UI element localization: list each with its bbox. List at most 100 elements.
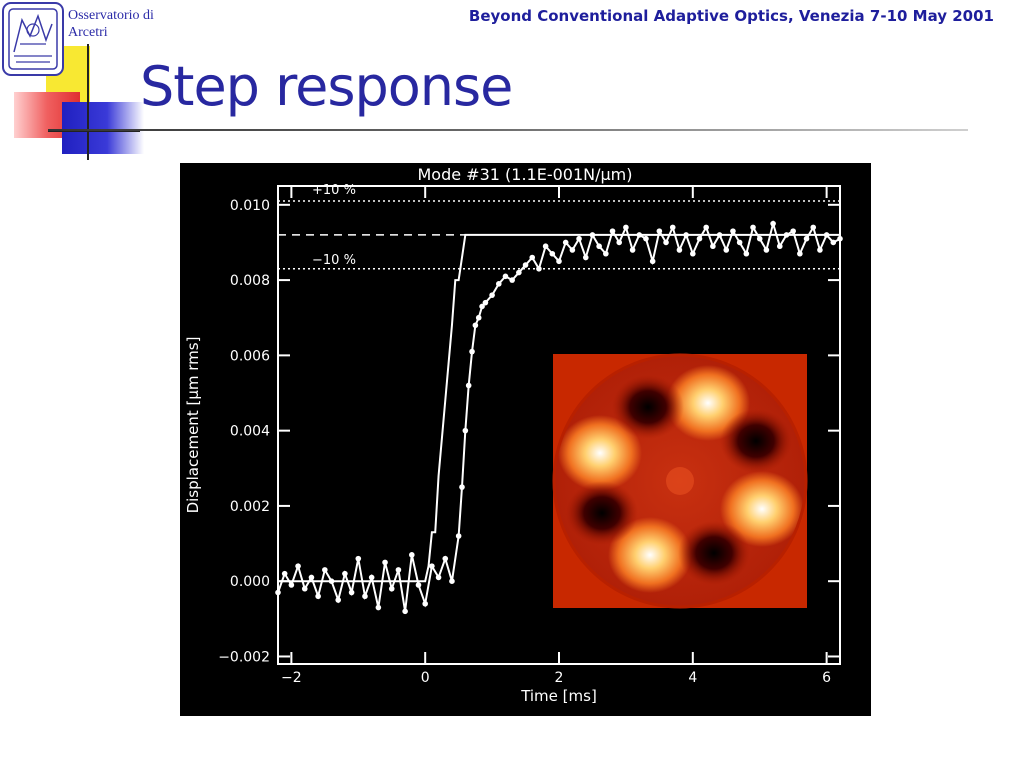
measured-point — [569, 247, 576, 253]
x-tick-label: 6 — [822, 670, 831, 686]
measured-point — [723, 247, 730, 253]
measured-point — [623, 224, 629, 231]
measured-point — [355, 555, 362, 562]
measured-point — [730, 228, 736, 234]
measured-point — [308, 574, 315, 581]
measured-point — [696, 235, 703, 242]
measured-point — [790, 228, 796, 234]
center-spot — [666, 467, 694, 495]
measured-point — [609, 228, 616, 234]
measured-point — [797, 250, 803, 257]
chart-title: Mode #31 (1.1E-001N/μm) — [417, 165, 632, 184]
measured-point — [409, 552, 415, 558]
measured-point — [322, 567, 328, 573]
measured-point — [368, 574, 375, 581]
measured-point — [750, 224, 756, 231]
measured-point — [465, 382, 472, 389]
measured-point — [459, 484, 465, 490]
measured-point — [783, 232, 790, 238]
measured-point — [301, 585, 308, 592]
measured-point — [442, 555, 449, 562]
measured-point — [382, 559, 388, 566]
measured-point — [536, 266, 542, 272]
x-tick-label: −2 — [281, 670, 302, 686]
measured-point — [502, 273, 509, 280]
measured-point — [462, 427, 469, 434]
bright-lobe — [558, 415, 642, 491]
measured-point — [616, 239, 623, 246]
measured-point — [529, 254, 536, 261]
measured-point — [469, 348, 475, 355]
measured-point — [542, 243, 549, 250]
measured-point — [629, 247, 636, 253]
measured-point — [676, 247, 683, 253]
measured-point — [495, 281, 502, 287]
measured-point — [716, 232, 723, 238]
organization-name-line1: Osservatorio di — [68, 8, 154, 23]
measured-point — [710, 243, 716, 250]
y-tick-label: 0.000 — [230, 574, 270, 590]
measured-point — [549, 250, 556, 257]
measured-point — [603, 250, 609, 257]
measured-point — [422, 600, 428, 607]
measured-point — [803, 235, 810, 242]
measured-point — [763, 247, 770, 253]
measured-point — [435, 574, 442, 581]
measured-point — [516, 269, 522, 276]
dark-lobe — [720, 409, 792, 473]
measured-point — [636, 232, 643, 238]
measured-point — [589, 232, 596, 238]
measured-point — [455, 533, 462, 539]
measured-point — [388, 585, 395, 592]
dark-lobe — [612, 375, 684, 439]
measured-point — [663, 239, 669, 246]
x-axis-label: Time [ms] — [520, 687, 597, 705]
measured-point — [402, 608, 408, 615]
slide-title: Step response — [140, 55, 513, 118]
decorative-blocks — [14, 44, 144, 160]
band-label-minus: −10 % — [312, 253, 356, 268]
measured-point — [669, 224, 676, 231]
measured-point — [482, 299, 489, 306]
measured-point — [288, 582, 295, 588]
observatory-logo — [2, 2, 64, 76]
chart-svg: Mode #31 (1.1E-001N/μm) −0.002 0.000 0.002… — [184, 165, 843, 705]
organization-name: Osservatorio di Arcetri — [68, 7, 198, 41]
measured-point — [479, 303, 485, 310]
measured-point — [743, 250, 750, 257]
measured-point — [342, 570, 348, 577]
measured-point — [817, 247, 823, 253]
y-tick-label: 0.004 — [230, 424, 270, 440]
band-label-plus: +10 % — [312, 183, 356, 198]
measured-point — [736, 239, 743, 246]
measured-point — [649, 258, 656, 265]
command-step-line — [278, 233, 840, 583]
measured-point — [348, 589, 355, 596]
measured-point — [556, 258, 562, 265]
measured-point — [823, 232, 830, 238]
measured-point — [509, 277, 515, 283]
measured-point — [328, 578, 335, 584]
measured-point — [830, 239, 837, 246]
dark-lobe — [566, 481, 638, 545]
y-tick-label: −0.002 — [218, 649, 270, 665]
step-response-plot: Mode #31 (1.1E-001N/μm) −0.002 0.000 0.002… — [180, 163, 871, 716]
measured-point — [810, 224, 817, 231]
measured-point — [596, 243, 602, 250]
x-tick-label: 2 — [555, 670, 564, 686]
measured-point — [281, 570, 288, 577]
y-tick-label: 0.002 — [230, 499, 270, 515]
measured-point — [295, 563, 301, 569]
measured-point — [429, 563, 435, 569]
bright-lobe — [720, 471, 804, 547]
measured-point — [395, 567, 402, 573]
measured-point — [582, 254, 589, 261]
y-tick-label: 0.010 — [230, 198, 270, 214]
measured-point — [415, 582, 422, 588]
measured-point — [683, 232, 689, 238]
measured-point — [656, 228, 663, 234]
measured-point — [690, 250, 696, 257]
measured-point — [576, 235, 582, 242]
measured-point — [770, 220, 776, 227]
measured-point — [703, 224, 709, 231]
